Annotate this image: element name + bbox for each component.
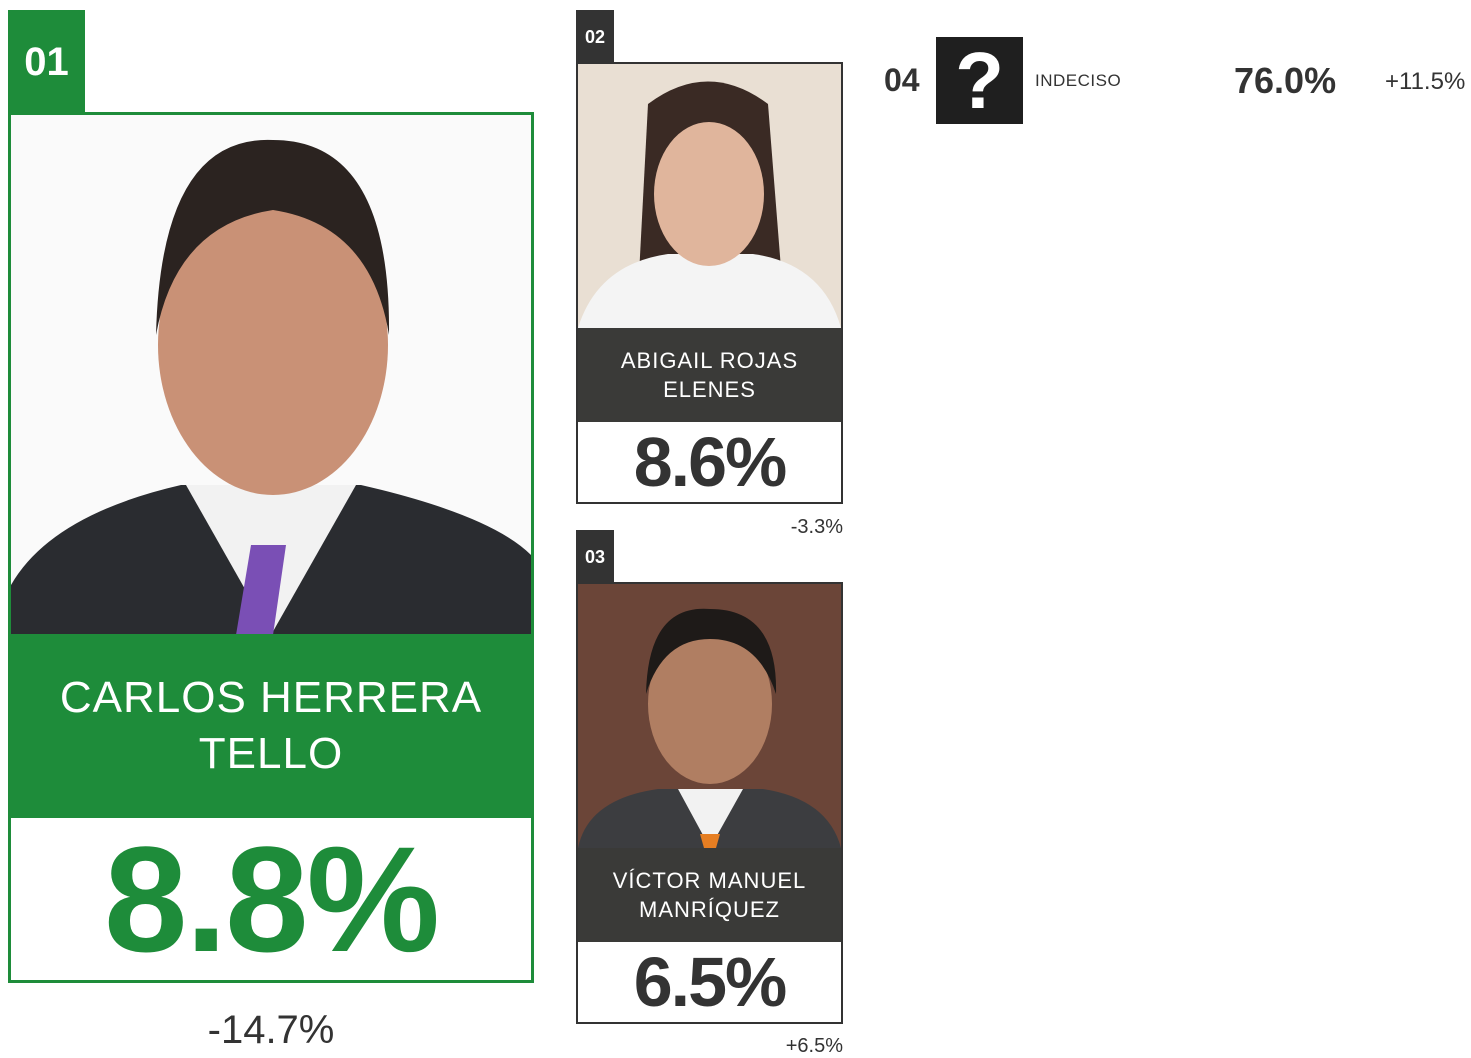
undecided-change: +11.5% [1385, 68, 1466, 95]
candidate-name: ABIGAIL ROJAS ELENES [578, 328, 841, 422]
candidate-change: +6.5% [785, 1035, 843, 1057]
undecided-icon: ? [936, 36, 1023, 125]
candidate-change: -3.3% [790, 516, 843, 538]
candidate-percentage: 6.5% [578, 942, 841, 1022]
rank-badge: 03 [576, 530, 614, 584]
candidate-card: ABIGAIL ROJAS ELENES 8.6% [576, 62, 843, 504]
rank-label: 04 [884, 62, 920, 98]
candidate-photo [578, 64, 841, 328]
candidate-name: CARLOS HERRERA TELLO [11, 634, 531, 818]
candidate-photo [578, 584, 841, 848]
candidate-percentage: 8.6% [578, 422, 841, 502]
candidate-card: VÍCTOR MANUEL MANRÍQUEZ 6.5% [576, 582, 843, 1024]
candidate-name: VÍCTOR MANUEL MANRÍQUEZ [578, 848, 841, 942]
undecided-label: INDECISO [1035, 71, 1122, 90]
rank-badge: 01 [8, 10, 85, 114]
candidate-percentage: 8.8% [11, 815, 531, 983]
rank-badge: 02 [576, 10, 614, 64]
candidate-card: CARLOS HERRERA TELLO 8.8% [8, 112, 534, 983]
candidate-photo [11, 115, 531, 635]
undecided-percentage: 76.0% [1234, 60, 1337, 101]
candidate-change: -14.7% [207, 1008, 335, 1052]
